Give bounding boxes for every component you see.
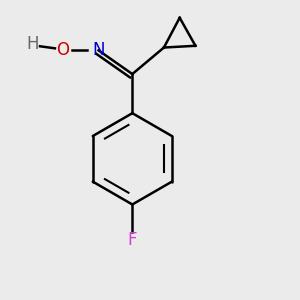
Text: O: O: [56, 41, 69, 59]
Text: F: F: [128, 230, 137, 248]
Text: H: H: [26, 35, 39, 53]
Text: N: N: [92, 41, 105, 59]
